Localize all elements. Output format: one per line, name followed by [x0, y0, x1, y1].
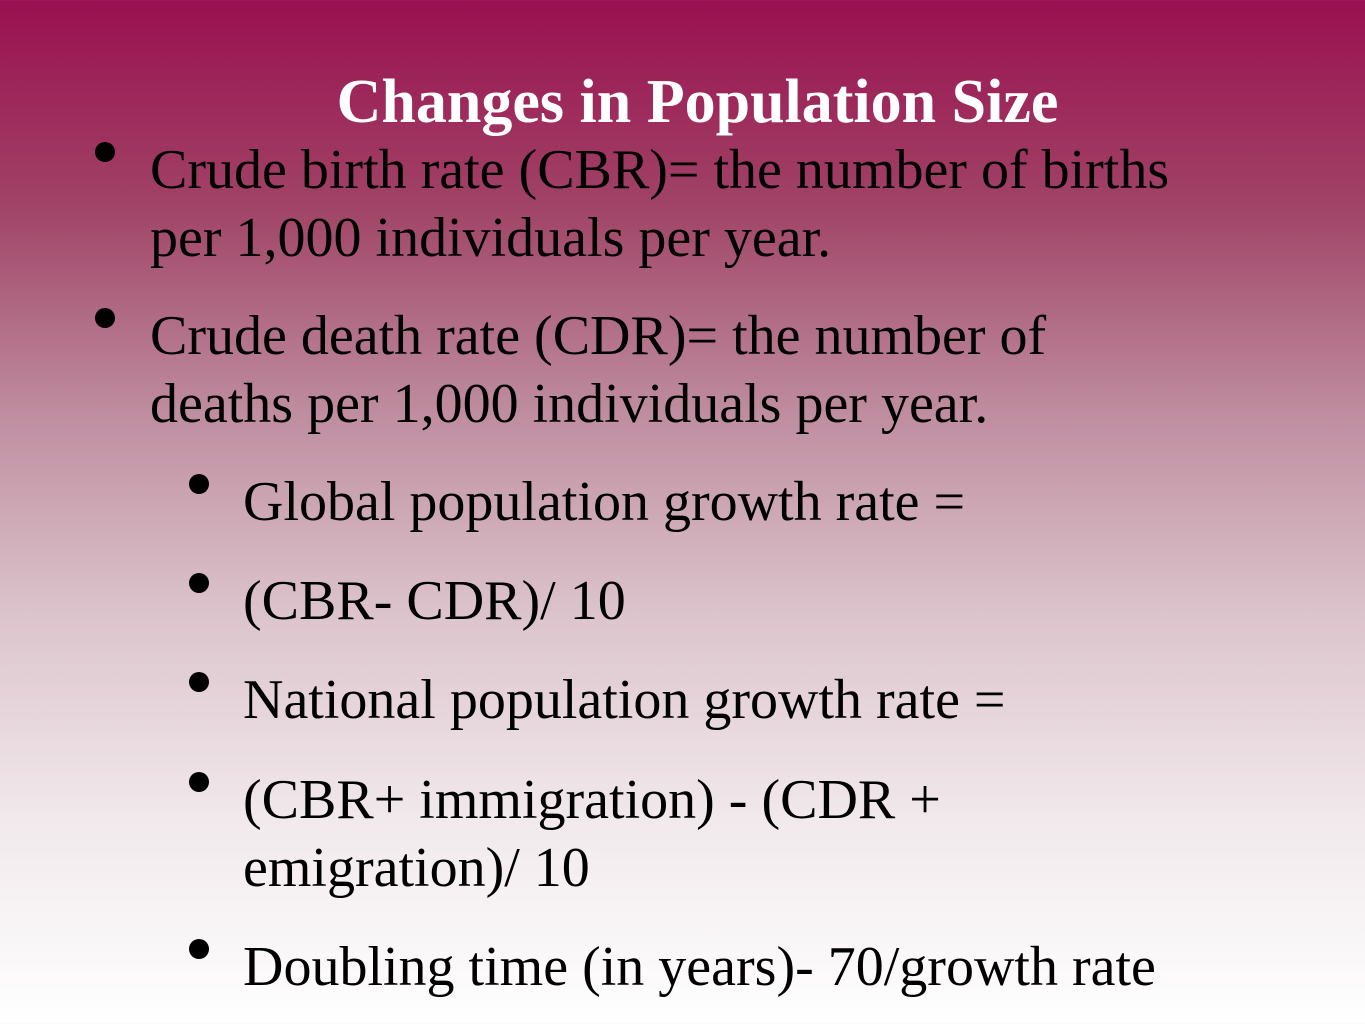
bullet-icon: [189, 772, 209, 792]
bullet-text-line: (CBR- CDR)/ 10: [243, 570, 626, 632]
sub-bullet-item: National population growth rate =: [189, 666, 1006, 734]
bullet-text-line: (CBR+ immigration) - (CDR +: [243, 769, 941, 831]
bullet-text-line: Crude birth rate (CBR)= the number of bi…: [150, 139, 1170, 201]
sub-bullet-item: (CBR+ immigration) - (CDR + emigration)/…: [189, 766, 941, 902]
bullet-item: Crude birth rate (CBR)= the number of bi…: [95, 136, 1170, 272]
bullet-text-line: emigration)/ 10: [243, 837, 590, 899]
bullet-text-line: Crude death rate (CDR)= the number of: [150, 305, 1047, 367]
bullet-icon: [95, 308, 115, 328]
bullet-text-line: National population growth rate =: [243, 669, 1006, 731]
bullet-icon: [189, 939, 209, 959]
sub-bullet-item: (CBR- CDR)/ 10: [189, 567, 626, 635]
bullet-icon: [189, 573, 209, 593]
bullet-item: Crude death rate (CDR)= the number of de…: [95, 302, 1047, 438]
bullet-icon: [95, 142, 115, 162]
sub-bullet-item: Global population growth rate =: [189, 468, 966, 536]
bullet-text-line: deaths per 1,000 individuals per year.: [150, 373, 989, 435]
slide-title: Changes in Population Size: [336, 68, 1059, 136]
bullet-icon: [189, 672, 209, 692]
bullet-icon: [189, 474, 209, 494]
bullet-text-line: Global population growth rate =: [243, 471, 966, 533]
bullet-text-line: Doubling time (in years)- 70/growth rate: [243, 936, 1156, 998]
bullet-text-line: per 1,000 individuals per year.: [150, 207, 832, 269]
sub-bullet-item: Doubling time (in years)- 70/growth rate: [189, 933, 1156, 1001]
